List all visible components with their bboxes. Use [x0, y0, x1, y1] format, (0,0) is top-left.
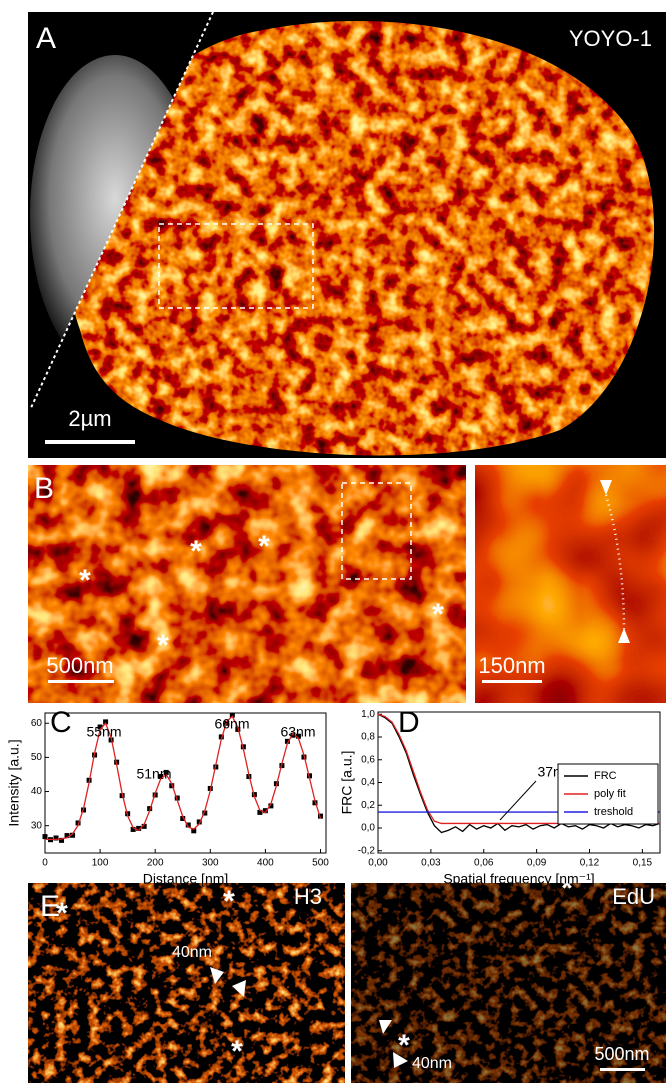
y-tick-label: -0,2: [358, 845, 376, 856]
annotation: 63nm: [280, 724, 315, 740]
y-tick-label: 60: [31, 718, 43, 729]
x-tick-label: 0,12: [580, 858, 600, 869]
legend-label: treshold: [594, 806, 633, 818]
asterisk: *: [231, 1035, 243, 1068]
panel-label: C: [50, 706, 72, 739]
figure: A YOYO-1 2µm B 500nm 150nm E H3 EdU 40nm…: [0, 0, 666, 1083]
legend-label: poly fit: [594, 788, 626, 800]
scale-bar: [48, 680, 114, 683]
panel-label: D: [398, 706, 420, 739]
panel-label: B: [34, 472, 54, 505]
asterisk: *: [56, 897, 68, 930]
asterisk: *: [190, 535, 202, 568]
distance-label: 40nm: [172, 944, 212, 961]
x-tick-label: 500: [312, 858, 329, 869]
asterisk: *: [258, 530, 270, 563]
asterisk: *: [79, 564, 91, 597]
x-tick-label: 100: [92, 858, 109, 869]
y-tick-label: 0,8: [361, 732, 375, 743]
annotation: 55nm: [86, 724, 121, 740]
legend-label: FRC: [594, 770, 617, 782]
annotation: 51nm: [136, 766, 171, 782]
x-tick-label: 0,03: [421, 858, 441, 869]
annotation-pointer: [500, 781, 536, 820]
x-tick-label: 0,09: [527, 858, 547, 869]
stain-label: H3: [294, 884, 322, 909]
asterisk: *: [398, 1029, 410, 1062]
panel-label: A: [36, 22, 56, 55]
x-tick-label: 0,15: [633, 858, 653, 869]
data-point: [43, 834, 48, 839]
distance-label: 40nm: [412, 1055, 452, 1072]
x-tick-label: 200: [147, 858, 164, 869]
annotation: 66nm: [214, 716, 249, 732]
y-axis-label: FRC [a.u.]: [339, 751, 355, 815]
x-tick-label: 0,00: [368, 858, 388, 869]
asterisk: *: [157, 629, 169, 662]
x-axis-label: Spatial frequency [nm⁻¹]: [443, 871, 594, 887]
y-tick-label: 30: [31, 820, 43, 831]
y-tick-label: 50: [31, 752, 43, 763]
scale-bar: [45, 440, 135, 444]
y-tick-label: 1,0: [361, 709, 375, 720]
asterisk: *: [223, 885, 235, 918]
y-tick-label: 0,2: [361, 800, 375, 811]
panel-e-h3-image: [28, 883, 345, 1083]
y-tick-label: 0,4: [361, 777, 375, 788]
y-tick-label: 40: [31, 786, 43, 797]
scale-label: 500nm: [594, 1044, 649, 1064]
scale-label: 150nm: [478, 653, 545, 678]
y-tick-label: 0,6: [361, 754, 375, 765]
scale-bar: [600, 1068, 645, 1071]
x-tick-label: 0,06: [474, 858, 494, 869]
asterisk: *: [432, 598, 444, 631]
x-tick-label: 300: [202, 858, 219, 869]
x-axis-label: Distance [nm]: [143, 871, 229, 887]
scale-bar: [482, 680, 542, 683]
x-tick-label: 400: [257, 858, 274, 869]
scale-label: 2µm: [68, 406, 111, 431]
y-axis-label: Intensity [a.u.]: [6, 739, 22, 826]
scale-label: 500nm: [46, 653, 113, 678]
y-tick-label: 0,0: [361, 823, 375, 834]
x-tick-label: 0: [42, 858, 48, 869]
stain-label: YOYO-1: [569, 26, 652, 51]
stain-label: EdU: [612, 884, 655, 909]
